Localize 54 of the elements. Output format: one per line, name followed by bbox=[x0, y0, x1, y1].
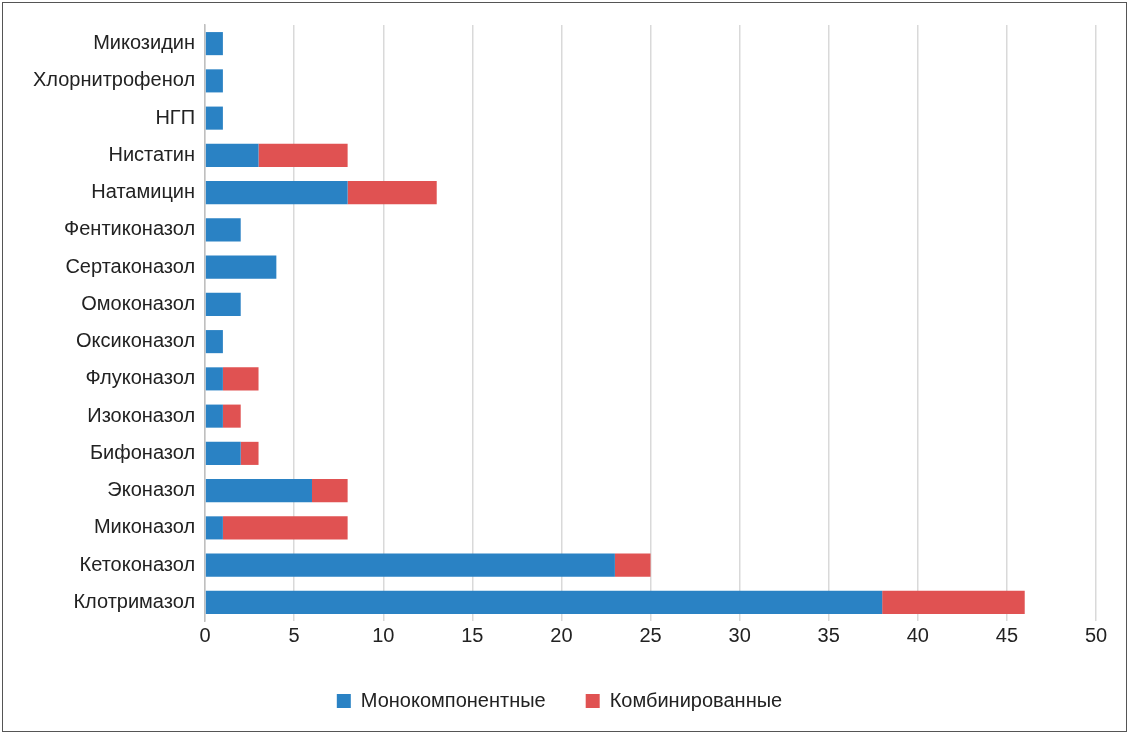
bar bbox=[205, 330, 223, 354]
x-tick-label: 15 bbox=[461, 623, 484, 646]
x-tick-label: 5 bbox=[288, 623, 300, 646]
bar bbox=[205, 479, 312, 503]
y-tick-label: Омоконазол bbox=[81, 291, 196, 314]
y-tick-label: Натамицин bbox=[91, 180, 196, 203]
bar bbox=[222, 404, 241, 428]
x-tick-label: 30 bbox=[728, 623, 751, 646]
bar bbox=[258, 143, 348, 167]
y-tick-label: Фентиконазол bbox=[64, 217, 196, 240]
y-tick-label: Оксиконазол bbox=[76, 329, 196, 352]
bar bbox=[205, 32, 223, 56]
bar bbox=[240, 441, 259, 465]
bar bbox=[311, 479, 348, 503]
bar bbox=[882, 590, 1025, 614]
y-tick-label: Кетоконазол bbox=[79, 552, 196, 575]
bar bbox=[205, 441, 241, 465]
y-tick-label: Флуконазол bbox=[85, 366, 196, 389]
x-tick-label: 50 bbox=[1084, 623, 1108, 646]
y-tick-label: Бифоназол bbox=[89, 440, 196, 463]
y-tick-label: Миконазол bbox=[93, 515, 196, 538]
y-tick-label: Нистатин bbox=[108, 142, 196, 165]
y-tick-label: Клотримазол bbox=[73, 589, 196, 612]
bar bbox=[205, 292, 241, 316]
bar bbox=[614, 553, 651, 577]
x-tick-label: 40 bbox=[906, 623, 929, 646]
bar bbox=[205, 106, 223, 130]
bar bbox=[205, 181, 348, 205]
bar bbox=[205, 367, 223, 391]
bar bbox=[205, 516, 223, 540]
x-tick-label: 0 bbox=[199, 623, 211, 646]
bar bbox=[205, 218, 241, 242]
bar bbox=[205, 404, 223, 428]
y-tick-label: Микозидин bbox=[93, 31, 196, 54]
y-tick-label: Хлорнитрофенол bbox=[32, 68, 196, 91]
bar bbox=[205, 69, 223, 93]
x-tick-label: 20 bbox=[550, 623, 573, 646]
y-tick-label: Сертаконазол bbox=[65, 254, 196, 277]
bar bbox=[222, 516, 348, 540]
x-tick-label: 35 bbox=[817, 623, 840, 646]
y-tick-label: НГП bbox=[155, 105, 196, 128]
x-tick-label: 45 bbox=[995, 623, 1019, 646]
bar bbox=[205, 590, 883, 614]
bar bbox=[347, 181, 437, 205]
y-tick-label: Изоконазол bbox=[87, 403, 196, 426]
bar bbox=[205, 143, 259, 167]
bar bbox=[205, 553, 615, 577]
bar bbox=[222, 367, 259, 391]
legend-label: Монокомпонентные bbox=[360, 688, 546, 711]
bar bbox=[205, 255, 277, 279]
x-tick-label: 25 bbox=[639, 623, 662, 646]
x-tick-label: 10 bbox=[372, 623, 395, 646]
legend-label: Комбинированные bbox=[609, 688, 783, 711]
y-tick-label: Эконазол bbox=[107, 478, 196, 501]
